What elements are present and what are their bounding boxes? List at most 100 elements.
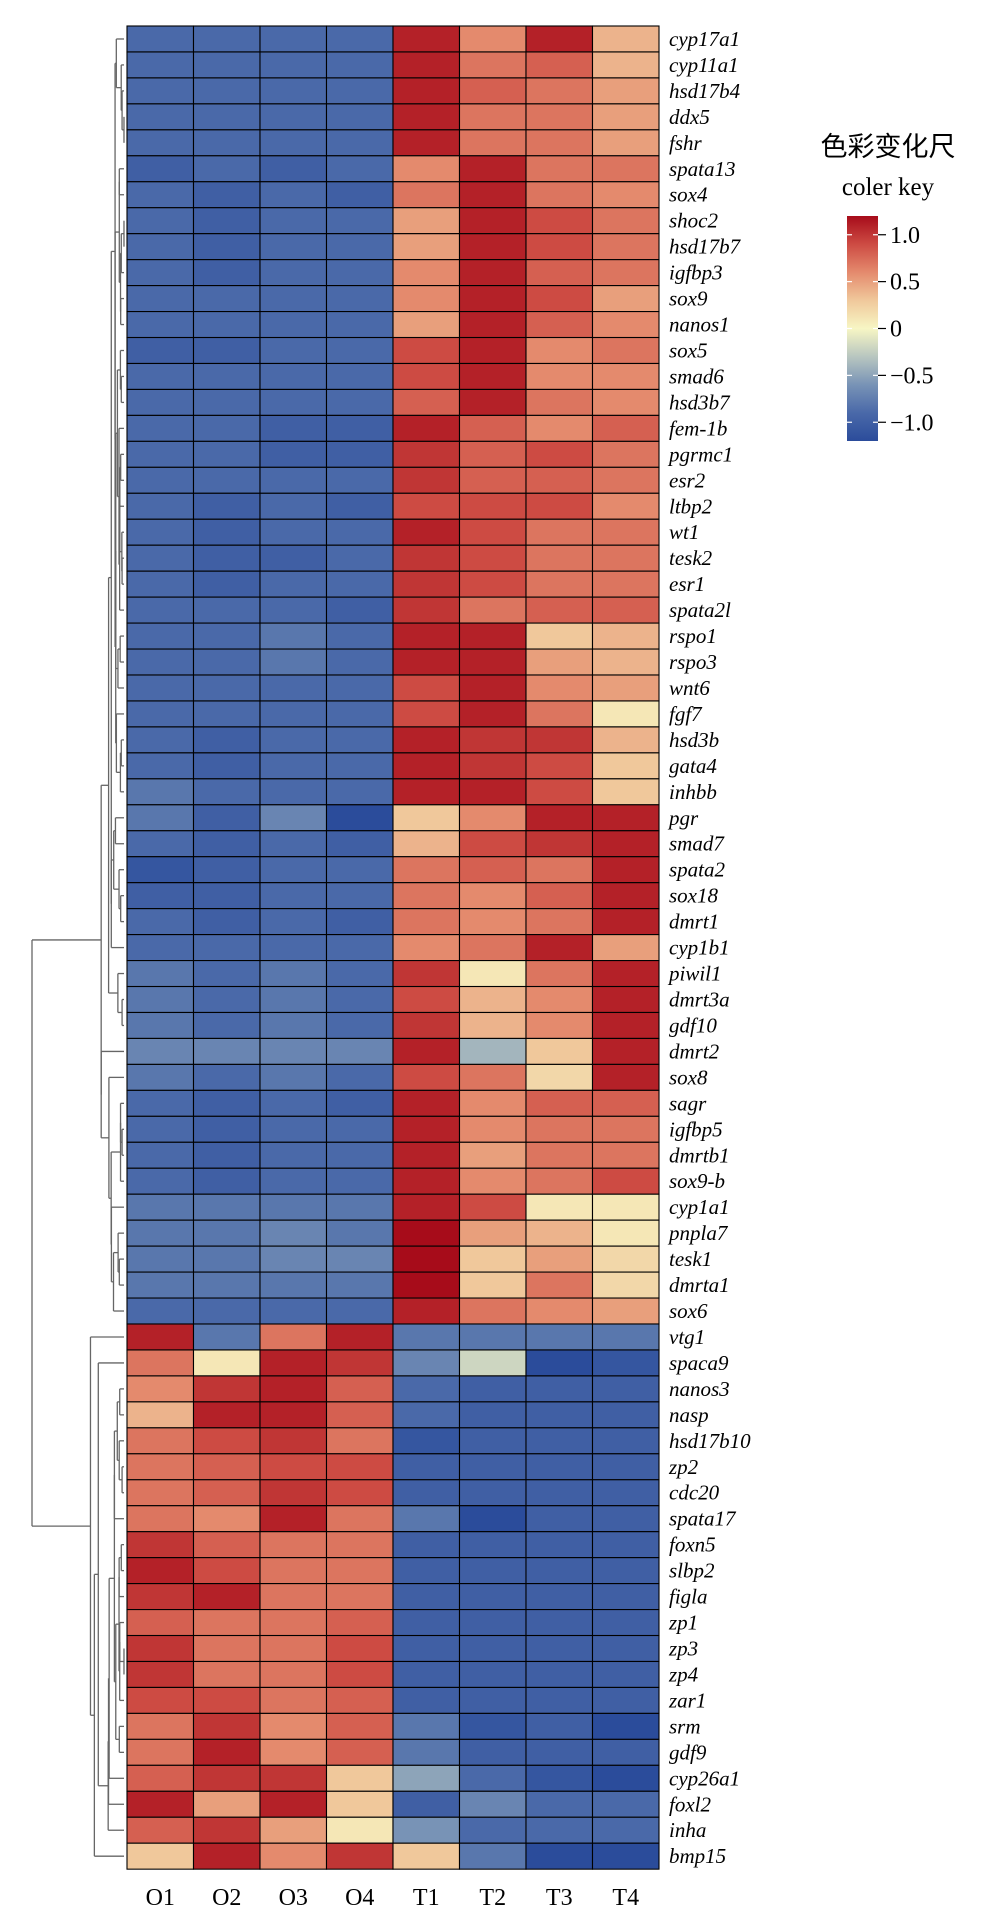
heatmap-cell-spata2-O1 — [126, 856, 195, 884]
heatmap-cell-nanos3-O3 — [259, 1375, 328, 1403]
heatmap-cell-vtg1-T2 — [458, 1323, 527, 1351]
heatmap-cell-pnpla7-O4 — [325, 1219, 394, 1247]
heatmap-cell-smad6-O1 — [126, 362, 195, 390]
heatmap-cell-foxl2-T3 — [525, 1790, 594, 1818]
heatmap-cell-hsd3b7-O4 — [325, 388, 394, 416]
heatmap-cell-nasp-T3 — [525, 1401, 594, 1429]
heatmap-cell-dmrta1-T2 — [458, 1271, 527, 1299]
column-label-T3: T3 — [546, 1885, 573, 1911]
row-label-cyp1b1: cyp1b1 — [669, 936, 730, 960]
heatmap-cell-cyp1a1-O2 — [192, 1193, 261, 1221]
heatmap-cell-sox9-T3 — [525, 285, 594, 313]
heatmap-cell-inha-O2 — [192, 1816, 261, 1844]
heatmap-cell-esr2-O1 — [126, 466, 195, 494]
heatmap-cell-igfbp5-T1 — [392, 1115, 461, 1143]
heatmap-cell-cyp11a1-O3 — [259, 51, 328, 79]
row-label-nasp: nasp — [669, 1403, 709, 1427]
row-label-pgrmc1: pgrmc1 — [667, 442, 733, 466]
heatmap-cell-foxl2-O1 — [126, 1790, 195, 1818]
heatmap-cell-esr1-O2 — [192, 570, 261, 598]
heatmap-cell-foxl2-O3 — [259, 1790, 328, 1818]
heatmap-cell-sox18-O3 — [259, 882, 328, 910]
heatmap-cell-dmrtb1-T1 — [392, 1141, 461, 1169]
heatmap-cell-rspo1-T2 — [458, 622, 527, 650]
heatmap-cell-cyp1a1-T2 — [458, 1193, 527, 1221]
heatmap-cell-cyp1a1-T1 — [392, 1193, 461, 1221]
color-key-tick-label: −1.0 — [890, 410, 934, 436]
color-key: 色彩变化尺 coler key 1.0 0.5 0 −0.5 −1.0 — [821, 132, 956, 441]
heatmap-cell-sox4-T4 — [591, 181, 660, 209]
heatmap-cell-figla-O3 — [259, 1583, 328, 1611]
heatmap-cell-ltbp2-O4 — [325, 492, 394, 520]
column-labels: O1 O2 O3 O4 T1 T2 T3 T4 — [146, 1885, 640, 1911]
heatmap-cell-igfbp5-O3 — [259, 1115, 328, 1143]
heatmap-cell-hsd3b-T4 — [591, 726, 660, 754]
heatmap-cell-inhbb-T4 — [591, 778, 660, 806]
heatmap-cell-ltbp2-T4 — [591, 492, 660, 520]
heatmap-cell-foxl2-O4 — [325, 1790, 394, 1818]
heatmap-cell-spata17-T1 — [392, 1505, 461, 1533]
heatmap-cell-srm-O1 — [126, 1712, 195, 1740]
heatmap-cell-foxl2-T4 — [591, 1790, 660, 1818]
heatmap-cell-fgf7-O1 — [126, 700, 195, 728]
heatmap-cell-sox6-T3 — [525, 1297, 594, 1325]
heatmap-cell-bmp15-T3 — [525, 1842, 594, 1870]
row-label-zp4: zp4 — [668, 1662, 699, 1686]
heatmap-cell-slbp2-T1 — [392, 1557, 461, 1585]
heatmap-cell-nasp-T2 — [458, 1401, 527, 1429]
heatmap-cell-slbp2-O3 — [259, 1557, 328, 1585]
heatmap-cell-rspo1-O2 — [192, 622, 261, 650]
heatmap-cell-wnt6-O2 — [192, 674, 261, 702]
row-label-slbp2: slbp2 — [669, 1559, 715, 1583]
heatmap-cell-cyp17a1-T2 — [458, 25, 527, 53]
heatmap-cell-spata13-T2 — [458, 155, 527, 183]
heatmap-cell-bmp15-T2 — [458, 1842, 527, 1870]
color-key-subtitle: coler key — [842, 174, 935, 201]
heatmap-cell-igfbp3-O2 — [192, 259, 261, 287]
heatmap-cell-gata4-T1 — [392, 752, 461, 780]
heatmap-cell-sox4-O2 — [192, 181, 261, 209]
heatmap-cell-gdf10-O2 — [192, 1011, 261, 1039]
heatmap-cell-spata2-T1 — [392, 856, 461, 884]
heatmap-cell-zp4-T2 — [458, 1660, 527, 1688]
heatmap-cell-pgrmc1-O1 — [126, 440, 195, 468]
heatmap-cell-spata2l-T3 — [525, 596, 594, 624]
heatmap-cell-vtg1-T3 — [525, 1323, 594, 1351]
heatmap-cell-pnpla7-O1 — [126, 1219, 195, 1247]
heatmap-cell-wt1-O3 — [259, 518, 328, 546]
heatmap-cell-inha-O1 — [126, 1816, 195, 1844]
row-label-rspo1: rspo1 — [669, 624, 717, 648]
heatmap-cell-slbp2-O1 — [126, 1557, 195, 1585]
heatmap-cell-dmrta1-O1 — [126, 1271, 195, 1299]
heatmap-cell-ltbp2-T1 — [392, 492, 461, 520]
heatmap-cell-spata13-O2 — [192, 155, 261, 183]
heatmap-cell-zp1-T3 — [525, 1609, 594, 1637]
heatmap-cell-vtg1-O2 — [192, 1323, 261, 1351]
row-label-pnpla7: pnpla7 — [667, 1221, 729, 1245]
heatmap-cell-sox9-b-T3 — [525, 1167, 594, 1195]
row-label-wt1: wt1 — [669, 520, 699, 544]
heatmap-cell-gdf9-O4 — [325, 1738, 394, 1766]
row-label-smad7: smad7 — [669, 832, 725, 856]
heatmap-cell-srm-T3 — [525, 1712, 594, 1740]
heatmap-cell-zp4-O4 — [325, 1660, 394, 1688]
heatmap-cell-sox9-b-T1 — [392, 1167, 461, 1195]
heatmap-cell-inhbb-O3 — [259, 778, 328, 806]
heatmap-cell-hsd17b4-T1 — [392, 77, 461, 105]
column-label-T4: T4 — [612, 1885, 639, 1911]
heatmap-cell-nanos1-T3 — [525, 311, 594, 339]
heatmap-cell-esr2-T3 — [525, 466, 594, 494]
heatmap-cell-fshr-T1 — [392, 129, 461, 157]
row-label-dmrta1: dmrta1 — [669, 1273, 730, 1297]
heatmap-cell-dmrt2-O2 — [192, 1037, 261, 1065]
heatmap-cell-cyp26a1-T3 — [525, 1764, 594, 1792]
heatmap-cell-piwil1-O1 — [126, 960, 195, 988]
heatmap-cell-zar1-T2 — [458, 1686, 527, 1714]
row-label-sox5: sox5 — [669, 339, 708, 363]
heatmap-cell-sox6-O3 — [259, 1297, 328, 1325]
heatmap-cell-gata4-O2 — [192, 752, 261, 780]
heatmap-cell-rspo3-O3 — [259, 648, 328, 676]
heatmap-cell-shoc2-T2 — [458, 207, 527, 235]
heatmap-cell-zar1-O2 — [192, 1686, 261, 1714]
heatmap-cell-nasp-O1 — [126, 1401, 195, 1429]
